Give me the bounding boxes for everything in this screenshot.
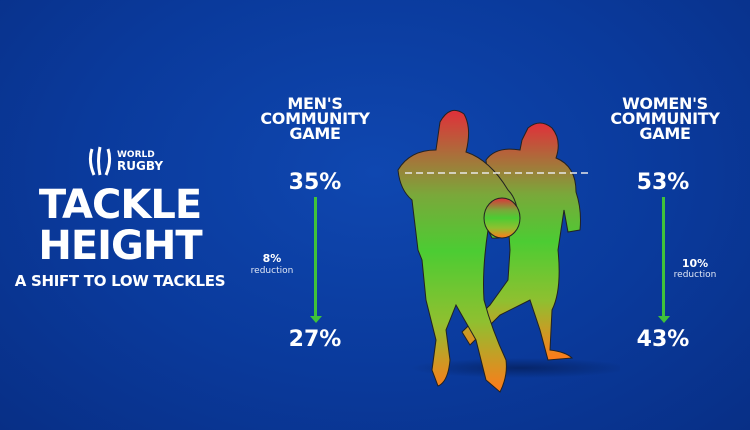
world-rugby-emblem-icon [88,146,112,176]
rugby-ball-icon [483,197,521,239]
men-before-value: 35% [288,170,342,195]
logo-text-rugby: RUGBY [117,158,164,173]
women-heading-line: COMMUNITY [610,109,720,128]
title-line-1: TACKLE [38,182,202,228]
women-reduction-value: 10% [681,257,709,270]
players-silhouette-illustration [397,109,620,393]
world-rugby-logo: WORLD RUGBY [88,145,163,177]
women-arrow-shaft [662,197,665,317]
men-heading-line: COMMUNITY [260,109,370,128]
women-heading: WOMEN'S COMMUNITY GAME [585,94,745,143]
title-line-2: HEIGHT [38,223,202,269]
men-arrow-down-icon [309,316,322,323]
ground-shadow [410,358,620,378]
women-heading-line: WOMEN'S [622,94,708,113]
subtitle: A SHIFT TO LOW TACKLES [14,272,226,290]
women-after-value: 43% [636,327,690,352]
women-before-value: 53% [636,170,690,195]
women-arrow-down-icon [657,316,670,323]
women-reduction-label: reduction [673,270,717,280]
men-reduction-label: reduction [250,266,294,276]
men-reduction-value: 8% [262,252,282,265]
men-heading: MEN'S COMMUNITY GAME [235,94,395,143]
men-heading-line: GAME [289,124,341,143]
women-heading-line: GAME [639,124,691,143]
men-after-value: 27% [288,327,342,352]
men-arrow-shaft [314,197,317,317]
logo-text-world: WORLD [117,149,155,160]
player-silhouette-front [397,109,519,393]
men-heading-line: MEN'S [287,94,343,113]
